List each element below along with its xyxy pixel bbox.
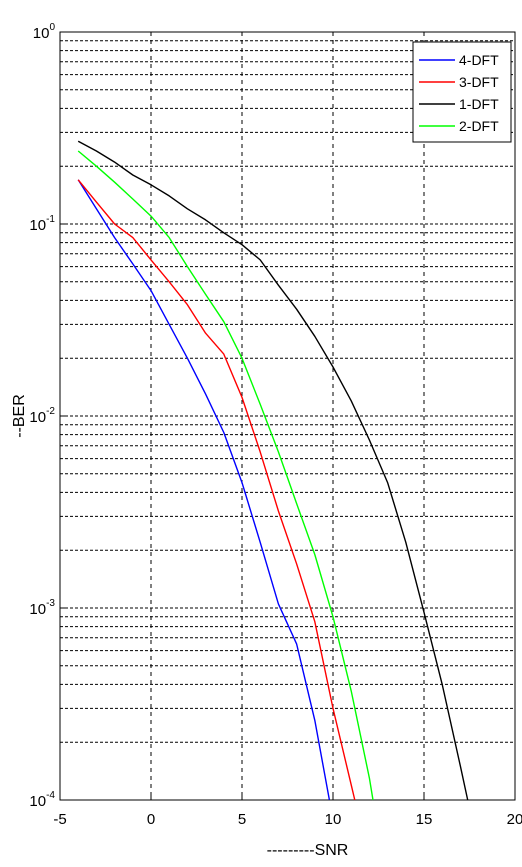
axis-ticks: -5 0 5 10 15 20 100 10-1 10-2 10-3 10-4 — [29, 22, 522, 828]
y-tick-label: 10-4 — [29, 790, 55, 810]
y-tick-label: 100 — [33, 22, 56, 42]
y-tick-label: 10-1 — [29, 214, 55, 234]
series-line-4-dft — [77, 179, 331, 801]
y-axis-label: --BER — [11, 394, 28, 438]
x-tick-label: 20 — [507, 811, 522, 828]
legend-entry: 2-DFT — [459, 118, 499, 134]
legend-entry: 1-DFT — [459, 96, 499, 112]
series-line-1-dft — [77, 140, 469, 801]
legend-entry: 4-DFT — [459, 52, 499, 68]
x-tick-label: 10 — [325, 811, 342, 828]
x-axis-label: ---------SNR — [267, 842, 349, 859]
y-tick-label: 10-2 — [29, 406, 55, 426]
y-tick-label: 10-3 — [29, 598, 55, 618]
x-tick-label: 0 — [147, 811, 155, 828]
x-tick-label: 5 — [238, 811, 246, 828]
x-tick-label: -5 — [53, 811, 66, 828]
grid — [60, 32, 515, 800]
legend-entry: 3-DFT — [459, 74, 499, 90]
legend: 4-DFT 3-DFT 1-DFT 2-DFT — [412, 41, 512, 143]
series-line-2-dft — [77, 150, 374, 801]
series-line-3-dft — [77, 179, 356, 801]
x-tick-label: 15 — [416, 811, 433, 828]
series-lines — [77, 140, 469, 801]
